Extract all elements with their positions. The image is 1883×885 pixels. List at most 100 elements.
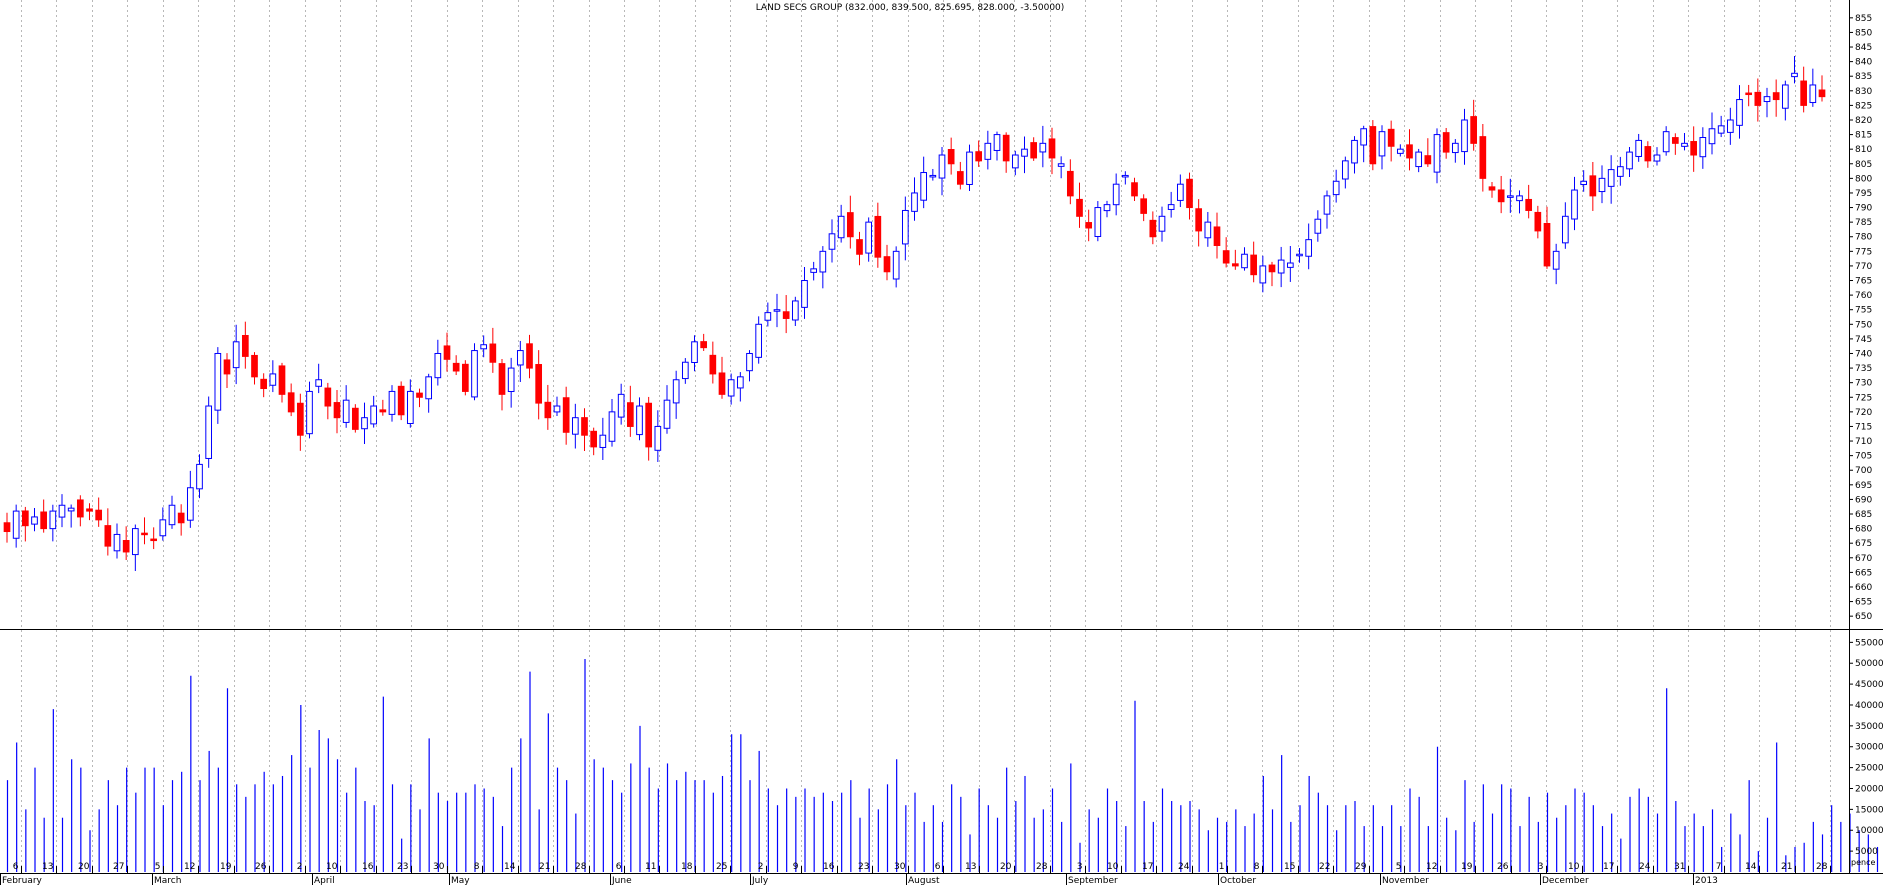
candle-body	[232, 341, 240, 369]
candle	[1497, 175, 1505, 214]
day-tick-label: 26	[255, 862, 267, 872]
volume-tick-label: 40000	[1855, 701, 1883, 711]
day-tick-label: 28	[575, 862, 587, 872]
price-tick-label: 695	[1855, 481, 1872, 491]
candle-body	[287, 392, 295, 413]
candle-body	[489, 343, 497, 363]
candle-body	[1598, 177, 1606, 193]
candle	[296, 393, 304, 451]
candle	[782, 295, 790, 334]
candle	[911, 177, 918, 221]
candle	[966, 144, 973, 191]
candle-body	[1818, 89, 1826, 98]
price-tick-label: 825	[1855, 101, 1872, 111]
candle	[1717, 115, 1725, 138]
price-tick-label: 705	[1855, 452, 1872, 462]
candle-body	[397, 385, 405, 416]
candle-body	[636, 405, 643, 436]
candle-body	[1800, 80, 1808, 106]
candle	[1259, 255, 1267, 293]
price-tick-label: 765	[1855, 277, 1872, 287]
candle-body	[1736, 99, 1743, 126]
volume-tick-label: 10000	[1855, 826, 1883, 836]
candle	[1754, 78, 1762, 122]
candle	[1442, 127, 1450, 159]
candle-body	[1681, 142, 1688, 147]
candle	[1690, 126, 1698, 172]
chart-title: LAND SECS GROUP (832.000, 839.500, 825.6…	[756, 3, 1065, 13]
candle-body	[1763, 96, 1771, 103]
candle	[1057, 156, 1065, 179]
price-tick-label: 735	[1855, 364, 1872, 374]
candle-body	[1213, 226, 1221, 246]
day-tick-label: 2	[758, 862, 764, 872]
day-tick-label: 8	[1254, 862, 1260, 872]
candle-body	[1231, 263, 1239, 267]
candle	[581, 408, 588, 452]
candle-body	[1048, 138, 1056, 159]
candle	[764, 302, 772, 327]
day-tick-label: 17	[1142, 862, 1153, 872]
candle-body	[1635, 139, 1643, 157]
candle-body	[1626, 151, 1633, 170]
candle	[1424, 138, 1432, 167]
day-tick-label: 22	[1319, 862, 1330, 872]
price-tick-label: 685	[1855, 510, 1872, 520]
candle	[443, 332, 451, 372]
candle-body	[1699, 137, 1707, 158]
candle	[324, 382, 332, 420]
day-tick-label: 11	[645, 862, 656, 872]
candle	[21, 506, 29, 542]
day-tick-label: 21	[539, 862, 550, 872]
day-tick-label: 14	[1745, 862, 1757, 872]
day-tick-label: 6	[13, 862, 19, 872]
candle	[1314, 210, 1322, 242]
candle	[113, 523, 121, 559]
candle	[856, 231, 863, 266]
day-tick-label: 16	[362, 862, 374, 872]
candle-body	[1103, 204, 1111, 212]
candle-body	[324, 387, 332, 407]
candle	[251, 352, 258, 385]
candle-body	[361, 417, 368, 430]
candle	[846, 195, 854, 249]
candle	[590, 427, 598, 456]
candle-body	[535, 364, 543, 404]
price-tick-label: 820	[1855, 116, 1872, 126]
candle-body	[223, 359, 231, 375]
month-label: October	[1220, 876, 1256, 885]
day-tick-label: 29	[1355, 862, 1367, 872]
candle	[1772, 79, 1780, 117]
candle	[516, 340, 524, 382]
candle-body	[1296, 253, 1303, 257]
candle-body	[975, 151, 983, 162]
candle	[95, 497, 103, 527]
candle-body	[1772, 92, 1780, 101]
candle-body	[892, 250, 900, 280]
candle	[507, 357, 515, 408]
month-label: March	[154, 876, 181, 885]
candle-body	[1204, 221, 1212, 239]
candle	[819, 246, 827, 289]
candle-body	[1690, 141, 1698, 156]
day-tick-label: 20	[1000, 862, 1012, 872]
candle-body	[1085, 222, 1093, 229]
price-tick-label: 720	[1855, 408, 1872, 418]
candle-body	[984, 142, 992, 160]
candle	[196, 454, 203, 499]
candle-body	[1671, 137, 1679, 144]
candle-body	[1277, 259, 1285, 274]
candle-body	[1406, 144, 1413, 159]
candle-body	[443, 345, 451, 360]
candle-body	[1580, 180, 1588, 186]
candle	[727, 373, 735, 405]
candle-body	[1351, 139, 1358, 164]
candle-body	[966, 151, 973, 186]
candle-body	[498, 363, 506, 395]
price-tick-label: 760	[1855, 291, 1872, 301]
candle-body	[1176, 183, 1184, 201]
candle-body	[553, 405, 561, 413]
